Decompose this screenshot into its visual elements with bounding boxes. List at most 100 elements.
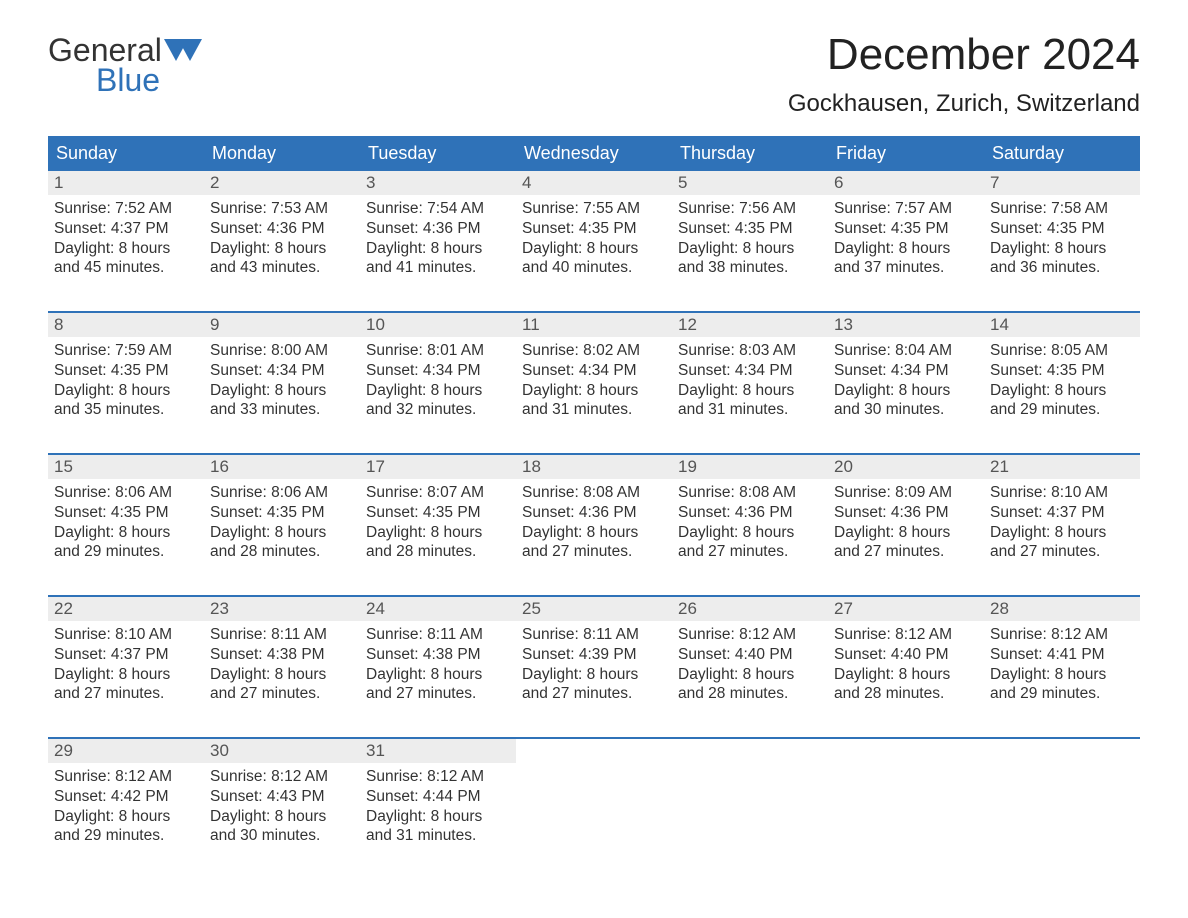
- sunrise-line: Sunrise: 8:01 AM: [366, 341, 510, 361]
- sunrise-line: Sunrise: 8:10 AM: [54, 625, 198, 645]
- day-number: 24: [360, 597, 516, 621]
- day-number: 23: [204, 597, 360, 621]
- day-cell: 27Sunrise: 8:12 AMSunset: 4:40 PMDayligh…: [828, 597, 984, 719]
- sunrise-line: Sunrise: 8:00 AM: [210, 341, 354, 361]
- sunset-line: Sunset: 4:35 PM: [678, 219, 822, 239]
- day-cell: 6Sunrise: 7:57 AMSunset: 4:35 PMDaylight…: [828, 171, 984, 293]
- day-cell: [672, 739, 828, 861]
- daylight-line: Daylight: 8 hours and 45 minutes.: [54, 239, 198, 279]
- sunset-line: Sunset: 4:38 PM: [366, 645, 510, 665]
- day-cell: 23 Sunrise: 8:11 AMSunset: 4:38 PMDayligh…: [204, 597, 360, 719]
- day-cell: [828, 739, 984, 861]
- week-spacer: [48, 293, 1140, 311]
- day-number: 3: [360, 171, 516, 195]
- day-details: Sunrise: 8:12 AMSunset: 4:41 PMDaylight:…: [984, 621, 1140, 712]
- sunrise-line: Sunrise: 8:12 AM: [834, 625, 978, 645]
- sunrise-line: Sunrise: 8:06 AM: [210, 483, 354, 503]
- sunrise-line: Sunrise: 8:04 AM: [834, 341, 978, 361]
- day-number: 1: [48, 171, 204, 195]
- sunrise-line: Sunrise: 7:57 AM: [834, 199, 978, 219]
- sunrise-line: Sunrise: 8:08 AM: [522, 483, 666, 503]
- daylight-line: Daylight: 8 hours and 31 minutes.: [678, 381, 822, 421]
- day-details: Sunrise: 7:52 AMSunset: 4:37 PMDaylight:…: [48, 195, 204, 286]
- day-details: Sunrise: 8:09 AMSunset: 4:36 PMDaylight:…: [828, 479, 984, 570]
- weekday-header: Friday: [828, 136, 984, 171]
- daylight-line: Daylight: 8 hours and 38 minutes.: [678, 239, 822, 279]
- day-cell: 30Sunrise: 8:12 AMSunset: 4:43 PMDayligh…: [204, 739, 360, 861]
- day-cell: 17Sunrise: 8:07 AMSunset: 4:35 PMDayligh…: [360, 455, 516, 577]
- daylight-line: Daylight: 8 hours and 28 minutes.: [366, 523, 510, 563]
- daylight-line: Daylight: 8 hours and 33 minutes.: [210, 381, 354, 421]
- day-details: Sunrise: 7:57 AMSunset: 4:35 PMDaylight:…: [828, 195, 984, 286]
- daylight-line: Daylight: 8 hours and 29 minutes.: [54, 523, 198, 563]
- sunrise-line: Sunrise: 7:59 AM: [54, 341, 198, 361]
- sunrise-line: Sunrise: 7:53 AM: [210, 199, 354, 219]
- sunrise-line: Sunrise: 8:11 AM: [210, 625, 354, 645]
- day-details: Sunrise: 8:06 AMSunset: 4:35 PMDaylight:…: [48, 479, 204, 570]
- sunset-line: Sunset: 4:37 PM: [54, 219, 198, 239]
- day-details: Sunrise: 8:00 AMSunset: 4:34 PMDaylight:…: [204, 337, 360, 428]
- sunset-line: Sunset: 4:35 PM: [54, 361, 198, 381]
- sunrise-line: Sunrise: 8:12 AM: [54, 767, 198, 787]
- day-details: Sunrise: 8:10 AMSunset: 4:37 PMDaylight:…: [48, 621, 204, 712]
- daylight-line: Daylight: 8 hours and 30 minutes.: [834, 381, 978, 421]
- day-number: 25: [516, 597, 672, 621]
- day-cell: 16Sunrise: 8:06 AMSunset: 4:35 PMDayligh…: [204, 455, 360, 577]
- day-details: Sunrise: 8:02 AMSunset: 4:34 PMDaylight:…: [516, 337, 672, 428]
- day-number: 14: [984, 313, 1140, 337]
- week-row: 1Sunrise: 7:52 AMSunset: 4:37 PMDaylight…: [48, 171, 1140, 293]
- day-number: 20: [828, 455, 984, 479]
- weekday-header: Tuesday: [360, 136, 516, 171]
- day-number: 7: [984, 171, 1140, 195]
- sunset-line: Sunset: 4:35 PM: [210, 503, 354, 523]
- day-number: 15: [48, 455, 204, 479]
- calendar: SundayMondayTuesdayWednesdayThursdayFrid…: [48, 136, 1140, 861]
- day-number: 22: [48, 597, 204, 621]
- sunset-line: Sunset: 4:36 PM: [834, 503, 978, 523]
- sunset-line: Sunset: 4:43 PM: [210, 787, 354, 807]
- day-cell: [516, 739, 672, 861]
- day-cell: 13Sunrise: 8:04 AMSunset: 4:34 PMDayligh…: [828, 313, 984, 435]
- sunrise-line: Sunrise: 8:12 AM: [210, 767, 354, 787]
- week-row: 8Sunrise: 7:59 AMSunset: 4:35 PMDaylight…: [48, 311, 1140, 435]
- daylight-line: Daylight: 8 hours and 37 minutes.: [834, 239, 978, 279]
- day-number: 30: [204, 739, 360, 763]
- day-number: 8: [48, 313, 204, 337]
- day-details: Sunrise: 7:53 AMSunset: 4:36 PMDaylight:…: [204, 195, 360, 286]
- sunrise-line: Sunrise: 7:52 AM: [54, 199, 198, 219]
- day-cell: 14Sunrise: 8:05 AMSunset: 4:35 PMDayligh…: [984, 313, 1140, 435]
- sunrise-line: Sunrise: 8:10 AM: [990, 483, 1134, 503]
- sunset-line: Sunset: 4:39 PM: [522, 645, 666, 665]
- day-number: 16: [204, 455, 360, 479]
- title-block: December 2024 Gockhausen, Zurich, Switze…: [788, 30, 1140, 118]
- day-number: 21: [984, 455, 1140, 479]
- day-cell: 7Sunrise: 7:58 AMSunset: 4:35 PMDaylight…: [984, 171, 1140, 293]
- day-cell: 29Sunrise: 8:12 AMSunset: 4:42 PMDayligh…: [48, 739, 204, 861]
- day-details: Sunrise: 7:55 AMSunset: 4:35 PMDaylight:…: [516, 195, 672, 286]
- day-cell: 12Sunrise: 8:03 AMSunset: 4:34 PMDayligh…: [672, 313, 828, 435]
- day-number: 12: [672, 313, 828, 337]
- day-number: 18: [516, 455, 672, 479]
- logo-text-blue: Blue: [48, 64, 202, 96]
- day-details: Sunrise: 8:08 AMSunset: 4:36 PMDaylight:…: [516, 479, 672, 570]
- week-spacer: [48, 435, 1140, 453]
- sunset-line: Sunset: 4:37 PM: [990, 503, 1134, 523]
- day-details: Sunrise: 7:59 AMSunset: 4:35 PMDaylight:…: [48, 337, 204, 428]
- sunset-line: Sunset: 4:34 PM: [366, 361, 510, 381]
- sunset-line: Sunset: 4:38 PM: [210, 645, 354, 665]
- day-cell: 20Sunrise: 8:09 AMSunset: 4:36 PMDayligh…: [828, 455, 984, 577]
- day-cell: 24Sunrise: 8:11 AMSunset: 4:38 PMDayligh…: [360, 597, 516, 719]
- daylight-line: Daylight: 8 hours and 27 minutes.: [210, 665, 354, 705]
- day-details: Sunrise: 7:58 AMSunset: 4:35 PMDaylight:…: [984, 195, 1140, 286]
- daylight-line: Daylight: 8 hours and 36 minutes.: [990, 239, 1134, 279]
- sunset-line: Sunset: 4:35 PM: [990, 361, 1134, 381]
- sunset-line: Sunset: 4:34 PM: [522, 361, 666, 381]
- sunrise-line: Sunrise: 8:07 AM: [366, 483, 510, 503]
- week-spacer: [48, 719, 1140, 737]
- daylight-line: Daylight: 8 hours and 29 minutes.: [54, 807, 198, 847]
- sunrise-line: Sunrise: 8:09 AM: [834, 483, 978, 503]
- day-number: 26: [672, 597, 828, 621]
- sunrise-line: Sunrise: 8:12 AM: [678, 625, 822, 645]
- day-cell: 25Sunrise: 8:11 AMSunset: 4:39 PMDayligh…: [516, 597, 672, 719]
- daylight-line: Daylight: 8 hours and 28 minutes.: [834, 665, 978, 705]
